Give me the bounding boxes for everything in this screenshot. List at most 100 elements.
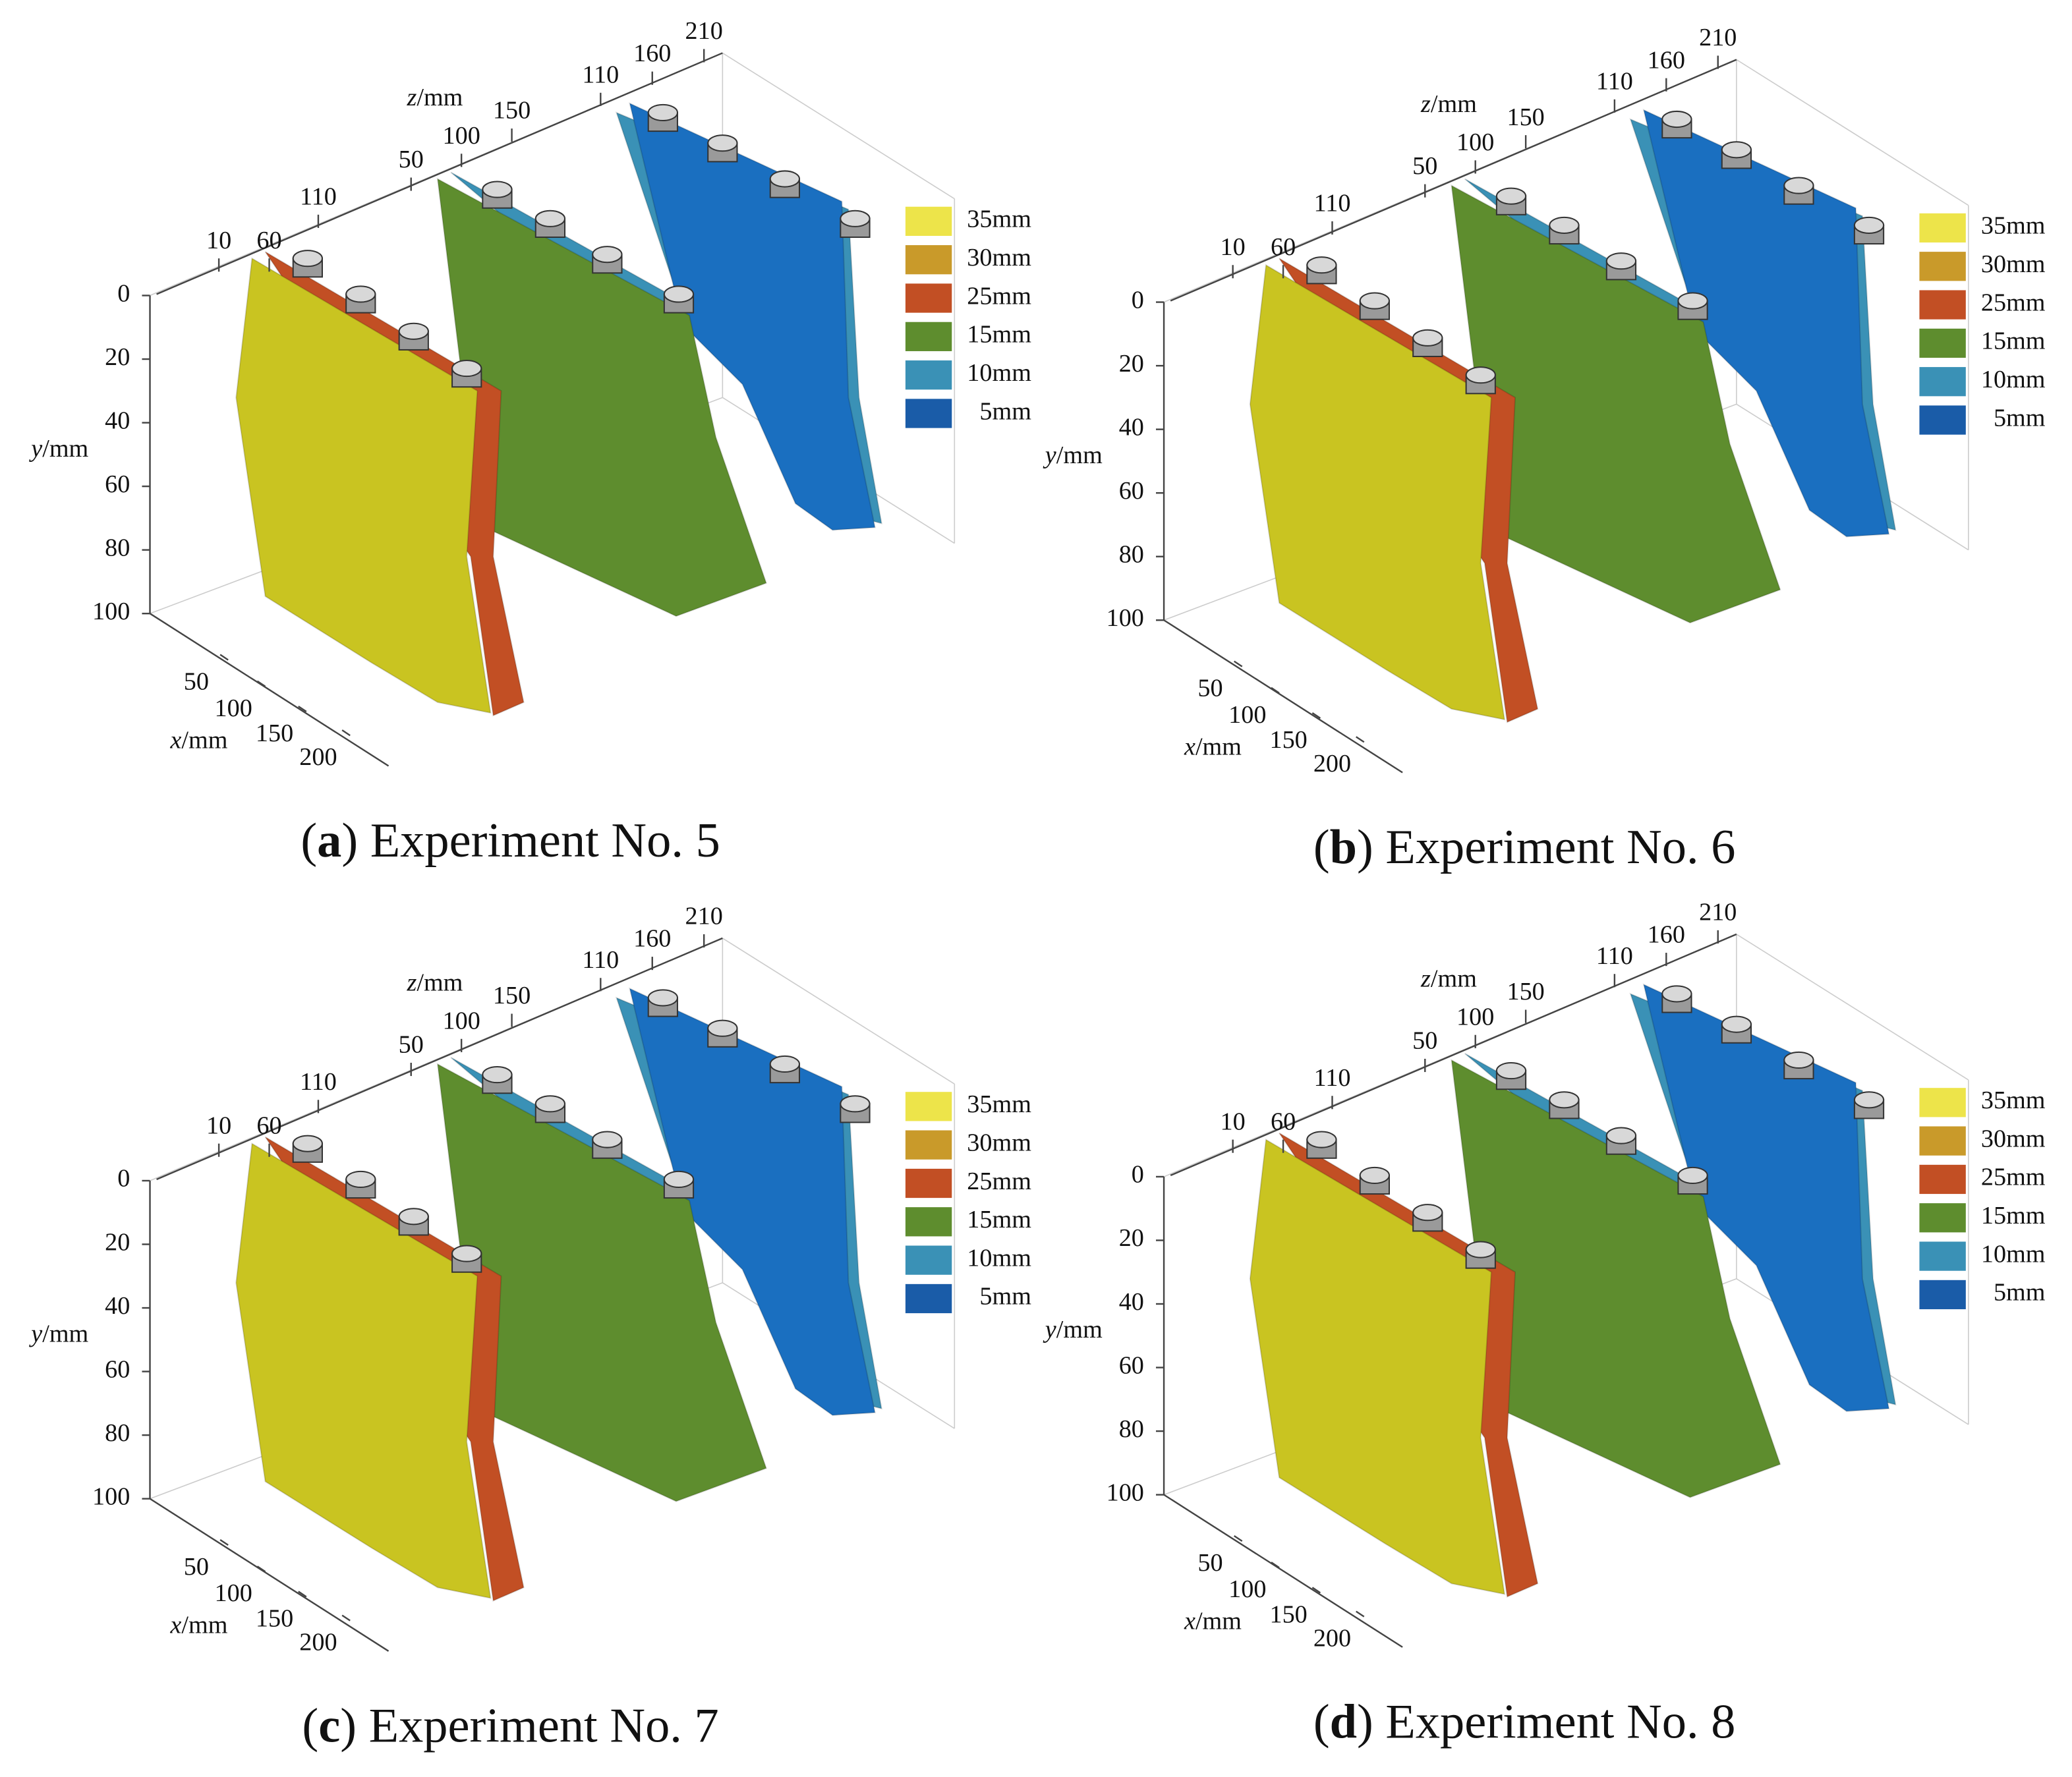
x-tick [1271, 1562, 1280, 1569]
axis-unit: /mm [417, 84, 463, 111]
axis-label: x/mm [1184, 1607, 1242, 1635]
x-tick-label: 100 [215, 694, 252, 722]
cylinder-top [482, 1065, 513, 1084]
z-tick-label: 50 [399, 146, 424, 173]
x-tick [341, 1614, 351, 1622]
x-tick [1311, 1587, 1321, 1594]
legend-swatch [1919, 1126, 1966, 1156]
axis-label: z/mm [406, 969, 463, 996]
caption-label: d [1330, 1695, 1357, 1749]
caption: (c) Experiment No. 7 [302, 1699, 718, 1753]
legend-label: 30mm [1981, 1125, 2046, 1152]
legend-swatch [905, 1092, 952, 1121]
legend-label: 35mm [967, 206, 1031, 233]
x-tick-label: 50 [184, 668, 209, 696]
axis-label: y/mm [1043, 1316, 1103, 1343]
legend-swatch [905, 1168, 952, 1199]
x-tick-label: 50 [1197, 1549, 1223, 1577]
legend-label: 10mm [967, 359, 1031, 387]
legend-swatch [905, 322, 952, 351]
cylinder-top [451, 1245, 482, 1262]
z-tick-label: 110 [300, 183, 337, 210]
cylinder-top [1359, 1166, 1390, 1184]
cylinder-top [345, 1170, 376, 1189]
y-tick-label: 40 [1119, 1288, 1144, 1316]
cylinder-top [647, 103, 678, 122]
surface [1642, 983, 1890, 1412]
legend-label: 35mm [1981, 1086, 2046, 1114]
z-tick-label: 160 [633, 925, 671, 953]
legend-swatch [1919, 1203, 1966, 1233]
cylinder-top [1721, 1015, 1752, 1033]
legend-swatch [905, 245, 952, 275]
z-tick-label: 100 [1456, 1003, 1494, 1030]
cylinder-top [292, 1135, 323, 1152]
z-tick-label: 210 [685, 903, 723, 930]
y-tick-label: 80 [105, 534, 130, 561]
cylinder-top [1605, 252, 1637, 270]
legend-swatch [1919, 1088, 1966, 1117]
x-tick-label: 200 [299, 1629, 337, 1656]
axis-unit: /mm [42, 435, 88, 463]
caption-open: ( [1313, 1695, 1330, 1749]
cylinder-top [1306, 256, 1337, 274]
cylinder-top [1721, 141, 1752, 159]
x-tick [341, 729, 351, 737]
cylinder-top [769, 170, 801, 188]
x-tick [298, 705, 307, 713]
caption-label: a [317, 814, 341, 868]
legend-swatch [1919, 290, 1966, 320]
cylinder-top [534, 1095, 566, 1113]
x-tick-label: 100 [215, 1579, 252, 1607]
legend-swatch [1919, 213, 1966, 243]
legend-swatch [905, 1207, 952, 1237]
caption-label: c [318, 1699, 340, 1753]
z-tick-label: 110 [300, 1068, 337, 1096]
z-tick-label: 110 [1314, 1064, 1351, 1092]
axis-label: x/mm [169, 1612, 227, 1639]
cylinder-top [1783, 1051, 1814, 1069]
axis-unit: /mm [1431, 965, 1477, 992]
y-tick-label: 60 [105, 1355, 130, 1383]
cylinder-top [1495, 187, 1527, 205]
legend-swatch [905, 283, 952, 313]
axis-line [156, 52, 723, 295]
x-tick [1234, 660, 1243, 667]
y-tick-label: 60 [1119, 477, 1144, 505]
x-tick-label: 150 [1269, 1600, 1307, 1628]
cylinder-top [534, 210, 566, 227]
legend-swatch [1919, 1280, 1966, 1310]
legend-label: 35mm [967, 1090, 1031, 1118]
cylinder-top [769, 1055, 801, 1073]
axis-label: x/mm [169, 726, 227, 754]
legend-label: 25mm [967, 1168, 1031, 1195]
legend-label: 15mm [967, 321, 1031, 349]
z-tick-label: 210 [1699, 24, 1737, 51]
axis-var: z [1420, 90, 1431, 118]
axis-label: x/mm [1184, 733, 1242, 760]
cylinder-top [663, 285, 695, 303]
cylinder-top [707, 1019, 738, 1037]
cylinder-top [1465, 1241, 1496, 1258]
surface [1642, 109, 1890, 538]
axis-unit: /mm [181, 726, 227, 754]
x-tick-label: 150 [256, 1604, 293, 1632]
z-tick-label: 60 [256, 227, 281, 254]
legend-label: 25mm [1981, 289, 2046, 316]
z-tick-label: 60 [1271, 233, 1296, 261]
caption-label: b [1330, 820, 1357, 874]
surface [629, 102, 876, 531]
z-tick-label: 160 [1648, 921, 1685, 949]
cylinder-top [398, 322, 429, 340]
axis-label: z/mm [1420, 965, 1477, 992]
y-tick-label: 0 [1132, 1161, 1144, 1189]
caption-text: ) Experiment No. 7 [340, 1699, 718, 1753]
cylinder-top [1605, 1127, 1637, 1144]
axis-var: x [1184, 733, 1195, 760]
z-tick-label: 110 [1596, 942, 1633, 970]
surface [629, 987, 876, 1416]
caption-text: ) Experiment No. 8 [1357, 1695, 1735, 1749]
